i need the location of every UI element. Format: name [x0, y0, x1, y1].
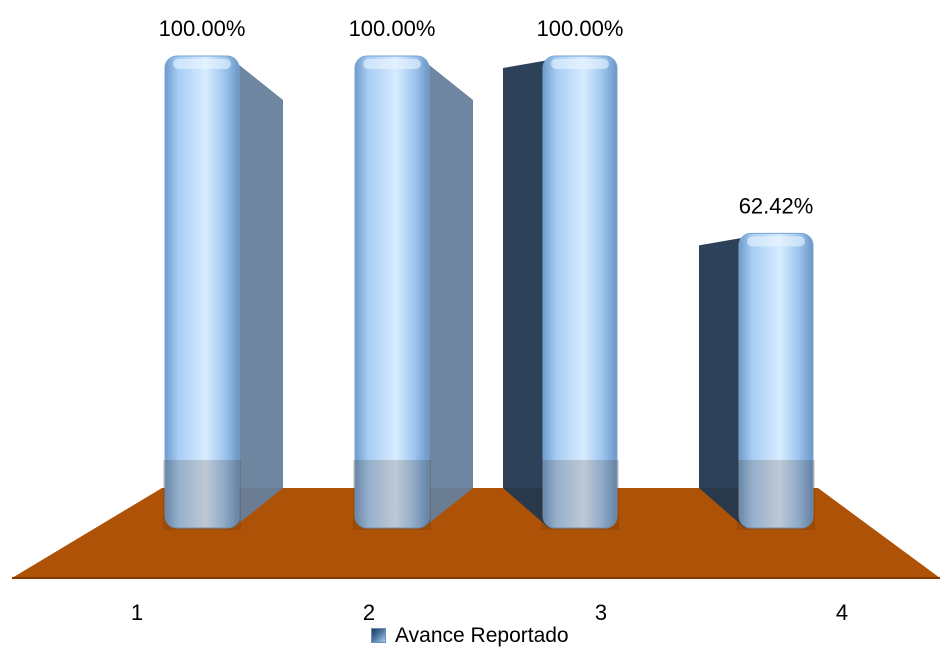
- legend-swatch-icon: [371, 628, 387, 643]
- bar-3: [542, 55, 618, 529]
- bar-floor-shadow-3: [541, 460, 619, 530]
- bar-floor-shadow-4: [737, 460, 815, 530]
- bar-group-3: [503, 55, 618, 529]
- data-label-1: 100.00%: [159, 16, 246, 41]
- x-tick-label-1: 1: [131, 600, 143, 625]
- bar-4: [738, 232, 814, 529]
- data-label-4: 62.42%: [739, 193, 814, 218]
- data-labels-layer: 100.00% 100.00% 100.00% 62.42%: [159, 16, 814, 218]
- bar-highlight-4: [747, 236, 805, 247]
- bars-layer: [163, 55, 815, 530]
- bar-1: [164, 55, 240, 529]
- bar-highlight-2: [363, 59, 421, 69]
- legend-label: Avance Reportado: [395, 624, 569, 647]
- bar-2: [354, 55, 430, 529]
- bar-group-2: [354, 55, 473, 529]
- x-tick-labels-layer: 1 2 3 4: [131, 600, 848, 625]
- legend: Avance Reportado: [0, 624, 940, 648]
- x-tick-label-4: 4: [836, 600, 848, 625]
- bar-group-4: [699, 232, 814, 529]
- bar-side-3: [503, 60, 549, 528]
- bar-highlight-1: [173, 59, 231, 69]
- data-label-2: 100.00%: [349, 16, 436, 41]
- x-tick-label-2: 2: [363, 600, 375, 625]
- bar-highlight-3: [551, 59, 609, 69]
- bar-side-4: [699, 237, 745, 528]
- bar-side-2: [423, 60, 473, 528]
- bar-floor-shadow-2: [353, 460, 431, 530]
- bar-floor-shadow-1: [163, 460, 241, 530]
- x-tick-label-3: 3: [595, 600, 607, 625]
- bar-side-1: [233, 60, 283, 528]
- bar-group-1: [164, 55, 283, 529]
- data-label-3: 100.00%: [537, 16, 624, 41]
